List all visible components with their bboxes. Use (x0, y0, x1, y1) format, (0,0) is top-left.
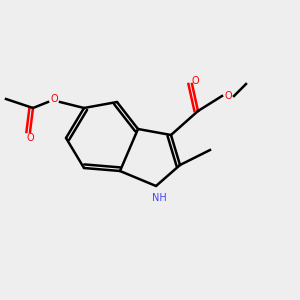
Text: O: O (50, 94, 58, 104)
Text: O: O (224, 91, 232, 101)
Text: NH: NH (152, 193, 166, 203)
Text: O: O (191, 76, 199, 86)
Text: O: O (26, 133, 34, 143)
